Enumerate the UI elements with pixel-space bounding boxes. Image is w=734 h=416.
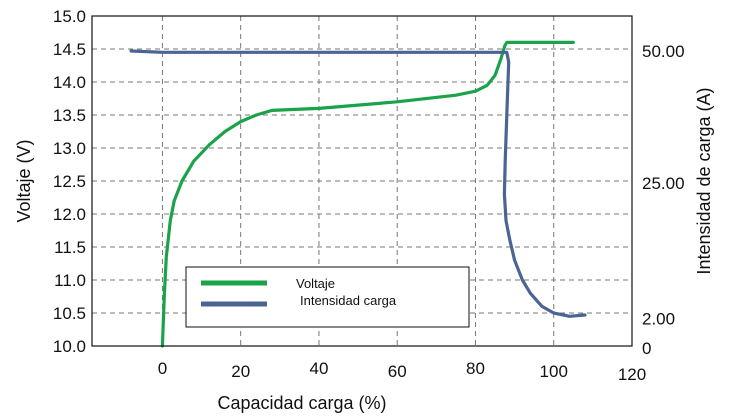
y-tick-label: 15.0 <box>53 7 86 26</box>
x-tick-label: 80 <box>466 359 485 378</box>
series-line-voltaje <box>160 40 575 348</box>
y-tick-label: 10.5 <box>53 304 86 323</box>
y2-tick-label: 25.00 <box>642 174 685 193</box>
y2-tick-label: 2.00 <box>642 309 675 328</box>
y2-tick-label: 50.00 <box>642 42 685 61</box>
x-tick-label: 20 <box>231 362 250 381</box>
x-tick-label: 40 <box>309 359 328 378</box>
y-tick-label: 12.0 <box>53 205 86 224</box>
y-tick-label: 11.5 <box>54 238 86 257</box>
x-tick-label: 100 <box>540 362 568 381</box>
legend-box <box>185 266 470 328</box>
y-tick-label: 14.5 <box>53 40 86 59</box>
y-tick-label: 11.0 <box>54 271 86 290</box>
y-axis-label: Voltaje (V) <box>14 139 34 222</box>
x-axis-label: Capacidad carga (%) <box>217 393 386 413</box>
plot-frame <box>91 15 633 347</box>
y-tick-label: 13.0 <box>53 139 86 158</box>
x-tick-label: 0 <box>158 359 167 378</box>
legend: Voltaje Intensidad carga <box>185 266 470 328</box>
series-line-intensidad <box>129 49 587 318</box>
y2-tick-label: 0 <box>642 339 651 358</box>
legend-label-voltaje: Voltaje <box>296 276 335 291</box>
y2-axis-label: Intensidad de carga (A) <box>694 87 714 274</box>
y-tick-label: 12.5 <box>53 172 86 191</box>
tick-labels: 10.0 10.5 11.0 11.5 12.0 12.5 13.0 13.5 14.0 14.5… <box>53 7 685 384</box>
x-tick-label: 60 <box>388 362 407 381</box>
series-layer <box>129 40 587 348</box>
y-tick-label: 14.0 <box>53 73 86 92</box>
y-tick-label: 10.0 <box>53 337 86 356</box>
x-tick-label: 120 <box>618 365 646 384</box>
y-tick-label: 13.5 <box>53 106 86 125</box>
legend-label-intensidad: Intensidad carga <box>300 293 397 308</box>
